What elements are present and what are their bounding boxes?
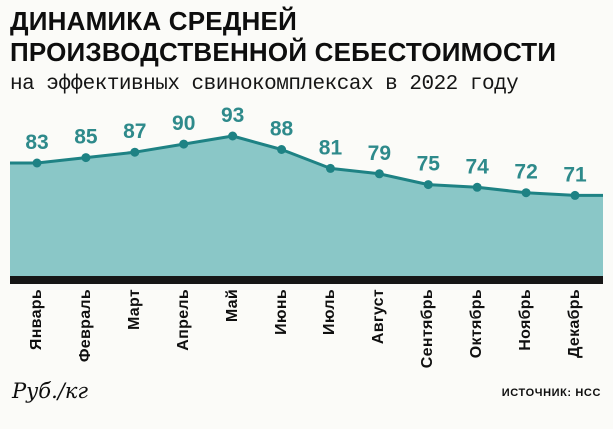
source-label: ИСТОЧНИК: НСС — [501, 387, 601, 399]
month-label: Август — [370, 289, 388, 345]
data-label: 88 — [270, 118, 294, 141]
month-label: Декабрь — [566, 289, 583, 358]
data-point — [521, 188, 531, 198]
data-point — [81, 153, 91, 163]
footer: Руб./кг ИСТОЧНИК: НСС — [10, 379, 603, 403]
chart-subtitle: на эффективных свинокомплексах в 2022 го… — [10, 73, 519, 96]
data-label: 93 — [221, 104, 244, 127]
data-point — [228, 131, 238, 141]
month-label: Июнь — [272, 289, 290, 335]
data-label: 83 — [25, 131, 48, 154]
area-fill — [10, 136, 603, 276]
data-point — [570, 190, 580, 200]
chart-title-line2: ПРОИЗВОДСТВЕННОЙ СЕБЕСТОИМОСТИ — [10, 37, 557, 67]
trend-line — [10, 134, 603, 197]
month-label: Март — [125, 289, 143, 331]
month-label: Октябрь — [468, 289, 486, 359]
data-label: 71 — [563, 163, 587, 186]
data-label: 79 — [368, 142, 391, 165]
month-label: Апрель — [174, 289, 192, 351]
data-point — [130, 147, 140, 157]
month-label: Февраль — [76, 289, 94, 363]
page: ДИНАМИКА СРЕДНЕЙ ПРОИЗВОДСТВЕННОЙ СЕБЕСТ… — [10, 6, 603, 403]
chart-area: 83 85 87 90 93 88 81 79 75 74 72 71 Январь Февраль Ма… — [10, 98, 603, 377]
data-point — [179, 139, 189, 149]
data-point — [277, 145, 287, 154]
data-label: 72 — [514, 161, 537, 184]
data-label: 87 — [123, 120, 146, 143]
data-label: 85 — [74, 126, 98, 149]
data-label: 90 — [172, 112, 195, 135]
chart-title-line1: ДИНАМИКА СРЕДНЕЙ — [10, 6, 297, 36]
y-axis-unit-label: Руб./кг — [12, 379, 89, 403]
data-label: 74 — [466, 155, 490, 178]
data-point — [374, 169, 384, 179]
data-label: 81 — [319, 136, 343, 159]
data-point — [472, 182, 482, 192]
month-label: Июль — [321, 289, 339, 335]
x-axis-bar — [10, 276, 603, 284]
area-chart: 83 85 87 90 93 88 81 79 75 74 72 71 — [10, 104, 603, 276]
x-axis-labels: Январь Февраль Март Апрель Май Июнь Июль Август… — [10, 289, 603, 377]
data-label: 75 — [417, 153, 441, 176]
data-point — [423, 180, 433, 190]
month-label: Ноябрь — [517, 289, 535, 351]
data-point — [325, 163, 335, 173]
data-point — [32, 158, 42, 168]
month-label: Январь — [28, 289, 45, 351]
month-label: Май — [223, 289, 241, 323]
month-label: Сентябрь — [419, 289, 437, 369]
